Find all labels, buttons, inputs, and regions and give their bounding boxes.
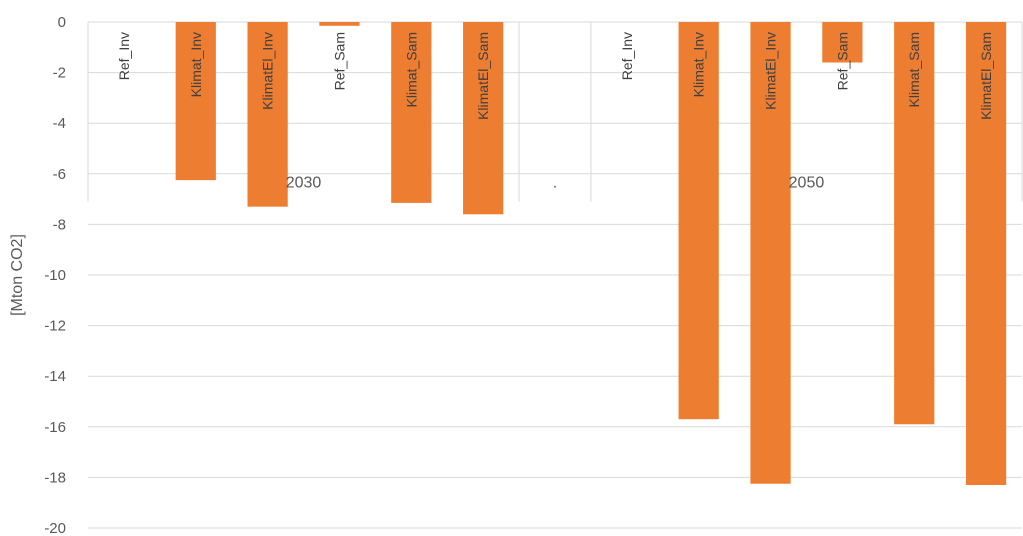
bar — [822, 22, 863, 63]
bar-category-label: KlimatEl_Inv — [763, 32, 779, 110]
bars: Ref_Inv Klimat_Inv KlimatEl_Inv Ref_Sam Klim… — [116, 22, 1007, 485]
y-axis-ticks: 0 -2 -4 -6 -8 -10 -12 -14 -16 -18 -20 — [44, 14, 66, 536]
bar-category-label: Klimat_Sam — [906, 32, 922, 107]
y-tick-label: -8 — [53, 216, 66, 233]
bar — [965, 22, 1007, 485]
y-tick-label: -10 — [44, 267, 66, 284]
group-label: 2030 — [286, 175, 322, 192]
bar — [678, 22, 719, 420]
group-labels: 2030. 2050 — [286, 175, 825, 192]
group-dividers — [87, 22, 1023, 202]
bar-category-label: Ref_Inv — [116, 32, 132, 80]
group-label: . — [553, 175, 557, 192]
gridlines — [88, 21, 1022, 529]
bar — [247, 22, 288, 207]
bar-category-label: Ref_Sam — [331, 32, 347, 90]
y-tick-label: -2 — [53, 65, 66, 82]
bar-category-label: Klimat_Inv — [691, 32, 707, 97]
bar-category-label: Ref_Inv — [619, 32, 635, 80]
bar-category-label: KlimatEl_Inv — [260, 32, 276, 110]
bar-category-label: Klimat_Sam — [403, 32, 419, 107]
bar-category-label: Klimat_Inv — [188, 32, 204, 97]
bar-category-label: KlimatEl_Sam — [475, 32, 491, 120]
y-tick-label: 0 — [58, 14, 66, 31]
y-tick-label: -6 — [53, 166, 66, 183]
bar — [750, 22, 791, 484]
bar-category-label: KlimatEl_Sam — [978, 32, 994, 120]
bar — [391, 22, 432, 203]
y-tick-label: -18 — [44, 469, 66, 486]
bar — [463, 22, 504, 215]
y-axis-label: [Mton CO2] — [9, 234, 26, 316]
bar-category-label: Ref_Sam — [834, 32, 850, 90]
bar — [894, 22, 935, 425]
y-tick-label: -4 — [53, 115, 66, 132]
y-tick-label: -16 — [44, 419, 66, 436]
bar — [319, 22, 360, 26]
group-label: 2050 — [789, 175, 825, 192]
bar — [175, 22, 216, 181]
y-tick-label: -20 — [44, 520, 66, 536]
y-tick-label: -12 — [44, 318, 66, 335]
y-tick-label: -14 — [44, 368, 66, 385]
